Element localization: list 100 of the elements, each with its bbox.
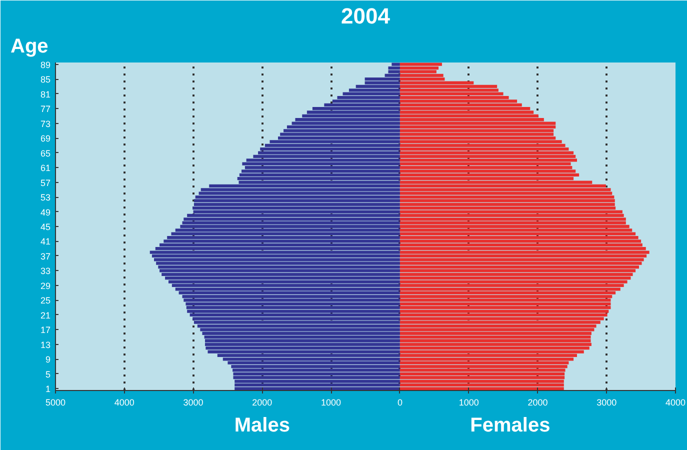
bar (187, 310, 400, 313)
x-tick-label: 2000 (528, 398, 548, 408)
x-tick-label: 2000 (252, 398, 272, 408)
bar (182, 294, 400, 298)
bar (400, 324, 596, 328)
y-tick-label: 57 (40, 178, 51, 188)
bar (400, 269, 636, 272)
series-label: Males (234, 414, 290, 436)
y-tick-label: 13 (40, 340, 51, 350)
y-tick-label: 45 (40, 222, 51, 232)
bar (194, 320, 400, 324)
bar (239, 173, 400, 176)
bar (400, 332, 592, 335)
bar (152, 254, 400, 258)
bar (160, 243, 400, 246)
bar (175, 228, 400, 232)
bar (186, 306, 400, 310)
bar (400, 214, 624, 218)
x-tick-label: 5000 (45, 398, 66, 408)
y-tick-label: 9 (45, 354, 51, 365)
x-tick-label: 1000 (458, 398, 479, 408)
bar (233, 372, 400, 376)
bar (206, 346, 400, 350)
bar (164, 240, 400, 243)
bar (400, 306, 611, 310)
y-tick-label: 5 (45, 369, 51, 380)
bar (400, 376, 565, 380)
bar (400, 132, 554, 136)
bar (242, 162, 400, 166)
bar (280, 132, 400, 136)
y-tick-label: 61 (40, 163, 51, 174)
bar (400, 199, 615, 202)
bar (400, 228, 632, 232)
bar (234, 383, 400, 387)
bar (232, 368, 400, 372)
bar (400, 243, 642, 246)
bar (400, 265, 639, 269)
bar (242, 170, 400, 173)
bar (400, 218, 626, 221)
bar (400, 262, 642, 265)
y-tick-label: 41 (40, 236, 51, 247)
y-tick-label: 69 (40, 134, 51, 144)
chart-title: 2004 (341, 4, 391, 28)
x-tick-label: 4000 (114, 398, 134, 408)
bar (175, 288, 400, 291)
y-tick-label: 1 (45, 384, 51, 394)
bar (400, 250, 650, 254)
bar (184, 298, 400, 302)
bar (156, 262, 400, 265)
bar (204, 335, 400, 339)
bar (400, 195, 614, 199)
bar (171, 232, 400, 236)
x-tick-label: 4000 (665, 398, 686, 408)
bar (246, 158, 400, 162)
bar (400, 320, 600, 324)
bar (400, 335, 591, 339)
bar (400, 364, 568, 368)
bar (202, 332, 400, 335)
series-label: Females (470, 414, 550, 436)
bar (160, 269, 400, 272)
bar (197, 324, 400, 328)
bar (400, 310, 609, 313)
bar (234, 387, 400, 390)
bar (154, 258, 400, 262)
bar (400, 158, 577, 162)
bar (400, 288, 620, 291)
bar (190, 313, 400, 317)
bar (400, 346, 590, 350)
bar (400, 173, 580, 176)
bar (194, 199, 400, 202)
bar (200, 328, 400, 332)
bar (364, 78, 400, 81)
y-tick-label: 73 (40, 118, 51, 129)
bar (400, 302, 611, 306)
bar (400, 224, 630, 228)
bar (233, 376, 400, 380)
bar (400, 144, 566, 147)
bar (400, 387, 564, 390)
bar (400, 74, 444, 77)
bar (400, 107, 530, 110)
bar (198, 192, 400, 195)
bar (400, 339, 591, 342)
bar (400, 317, 604, 320)
bar (237, 177, 400, 180)
bar (400, 284, 624, 288)
bar (400, 272, 633, 276)
bar (400, 125, 556, 129)
bar (400, 328, 594, 332)
bar (182, 221, 400, 224)
bar (234, 380, 400, 383)
bar (184, 218, 400, 221)
bar (194, 202, 400, 206)
bar (400, 276, 631, 280)
bar (400, 232, 636, 236)
bar (204, 342, 400, 346)
y-tick-label: 77 (40, 104, 51, 114)
bar (400, 140, 562, 144)
bar (162, 272, 400, 276)
bar (286, 125, 400, 129)
bar (284, 129, 400, 132)
